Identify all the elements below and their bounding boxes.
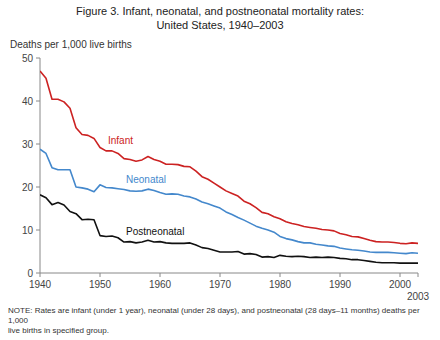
x-tick-label: 1980 <box>269 279 292 290</box>
series-label: Postneonatal <box>126 226 184 237</box>
x-tick <box>340 273 341 277</box>
note: NOTE: Rates are infant (under 1 year), n… <box>8 306 420 335</box>
y-tick-label: 20 <box>22 182 34 193</box>
note-line: NOTE: Rates are infant (under 1 year), n… <box>8 306 420 315</box>
series-label: Neonatal <box>126 174 166 185</box>
plot-lines <box>40 71 418 263</box>
x-tick-label: 2000 <box>389 279 412 290</box>
note-line: live births in specified group. <box>8 326 109 335</box>
x-tick <box>160 273 161 277</box>
y-axis-label: Deaths per 1,000 live births <box>10 39 132 50</box>
x-axis-line <box>40 273 418 274</box>
y-axis-line <box>40 58 41 273</box>
y-tick <box>36 144 40 145</box>
x-tick-label: 1940 <box>29 279 52 290</box>
y-tick-label: 0 <box>27 268 33 279</box>
y-tick <box>36 58 40 59</box>
x-tick <box>40 273 41 277</box>
subtitle: United States, 1940–2003 <box>156 19 283 31</box>
x-tick <box>100 273 101 277</box>
x-tick-label: 1950 <box>89 279 112 290</box>
x-tick <box>220 273 221 277</box>
x-tick-label: 1990 <box>329 279 352 290</box>
y-tick <box>36 230 40 231</box>
chart: Figure 3. Infant, neonatal, and postneon… <box>0 0 440 340</box>
x-tick-label: 1970 <box>209 279 232 290</box>
y-tick <box>36 273 40 274</box>
series-line <box>40 195 418 263</box>
x-tick <box>280 273 281 277</box>
series-line <box>40 149 418 253</box>
x-tick <box>400 273 401 277</box>
x-tick-label: 2003 <box>407 291 430 302</box>
series-label: Infant <box>108 135 133 146</box>
y-tick-label: 40 <box>22 96 34 107</box>
x-tick <box>418 273 419 277</box>
title: Figure 3. Infant, neonatal, and postneon… <box>76 5 364 17</box>
note-line: 1,000 <box>8 316 29 325</box>
y-tick-label: 30 <box>22 139 34 150</box>
x-tick-label: 1960 <box>149 279 172 290</box>
y-tick-label: 50 <box>22 53 34 64</box>
y-tick <box>36 187 40 188</box>
series-line <box>40 71 418 244</box>
y-tick <box>36 101 40 102</box>
y-tick-label: 10 <box>22 225 34 236</box>
